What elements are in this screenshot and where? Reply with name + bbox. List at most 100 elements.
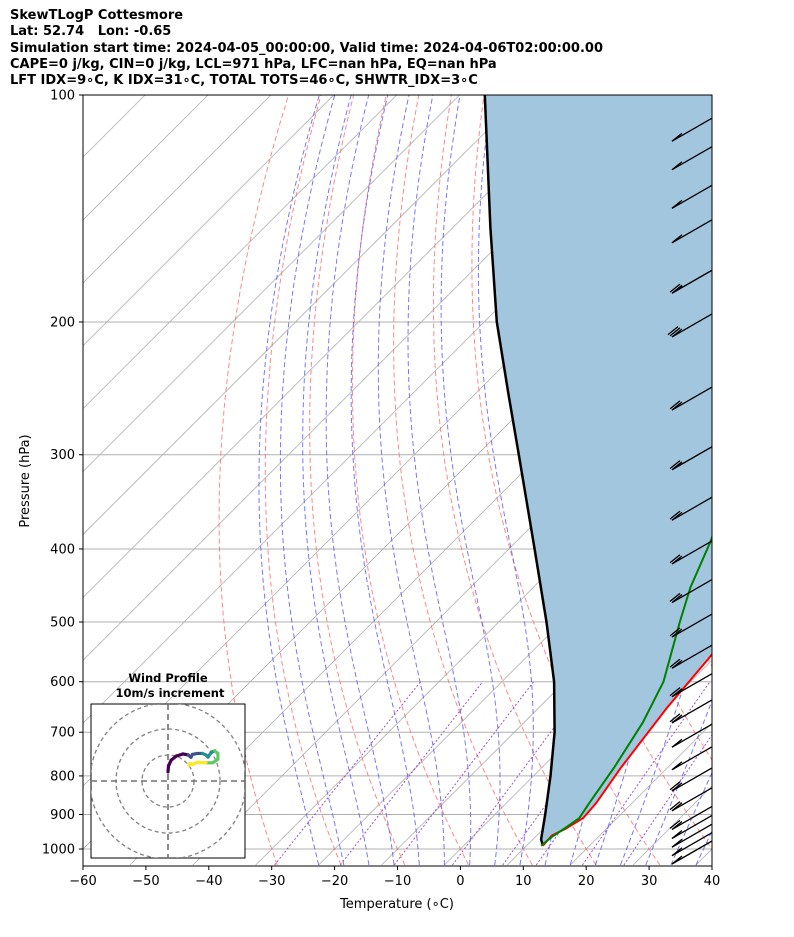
time-line: Simulation start time: 2024-04-05_00:00:… xyxy=(10,40,603,56)
hodograph-segment xyxy=(187,761,192,768)
wind-barb-flag xyxy=(671,328,683,338)
x-tick-label: −10 xyxy=(384,874,411,889)
y-tick-label: 100 xyxy=(50,89,75,104)
dry-adiabat xyxy=(711,95,712,102)
y-axis-label: Pressure (hPa) xyxy=(18,434,33,527)
wind-barb xyxy=(669,767,713,792)
wind-barb-shaft xyxy=(671,723,713,748)
moist-adiabat xyxy=(594,95,669,866)
wind-barb xyxy=(669,673,713,698)
x-tick-label: 10 xyxy=(515,874,532,889)
dry-adiabat xyxy=(264,95,342,866)
parcel-profile-line xyxy=(483,95,556,847)
x-tick-label: 0 xyxy=(456,874,464,889)
wind-barb-halfflag xyxy=(673,849,681,856)
wind-barb-halfflag xyxy=(675,285,683,292)
chart-data-layer xyxy=(483,95,712,847)
wind-barb-halfflag xyxy=(673,857,681,864)
y-tick-label: 600 xyxy=(50,675,75,690)
isotherm-line xyxy=(381,533,712,866)
y-tick-label: 700 xyxy=(50,726,75,741)
mixing-ratio-line xyxy=(581,681,711,866)
wind-barb xyxy=(669,644,713,669)
wind-barb-shaft xyxy=(671,219,713,244)
wind-barb-flag xyxy=(669,819,681,829)
wind-barb-flag xyxy=(669,713,681,723)
wind-barb-flag xyxy=(667,326,679,336)
wind-barb-halfflag xyxy=(673,763,681,770)
isotherm-line xyxy=(83,95,397,410)
wind-barb-shaft xyxy=(671,699,713,724)
y-tick-label: 800 xyxy=(50,769,75,784)
isotherm-line xyxy=(759,95,794,865)
isotherm-line xyxy=(83,95,586,598)
wind-barb-flag xyxy=(669,283,681,293)
wind-barb xyxy=(669,578,713,604)
x-tick-label: −20 xyxy=(321,874,348,889)
wind-barb-shaft xyxy=(671,787,713,812)
dry-adiabat xyxy=(432,95,597,866)
wind-barb-halfflag xyxy=(673,134,681,141)
wind-barb-shaft xyxy=(671,613,713,638)
wind-barb-flag xyxy=(671,820,683,831)
wind-barb xyxy=(669,805,713,831)
wind-barb xyxy=(671,723,713,748)
hodograph-title: Wind Profile xyxy=(128,671,208,685)
hodograph-inset: Wind Profile 10m/s increment xyxy=(90,671,246,859)
index-line: LFT IDX=9∘C, K IDX=31∘C, TOTAL TOTS=46∘C… xyxy=(10,73,478,89)
wind-barbs xyxy=(667,117,713,865)
wind-barb-flag xyxy=(671,714,683,724)
moist-adiabat xyxy=(721,95,794,865)
moist-adiabat xyxy=(377,95,445,865)
wind-barb xyxy=(669,787,713,812)
wind-barb-flag xyxy=(671,511,683,521)
moist-adiabat xyxy=(258,95,320,866)
wind-barb-flag xyxy=(671,688,683,698)
dewpoint-line xyxy=(540,534,712,847)
x-axis-label: Temperature (∘C) xyxy=(339,897,454,912)
wind-barb xyxy=(671,832,713,857)
wind-barb-flag xyxy=(669,801,681,811)
wind-barb xyxy=(671,146,713,171)
wind-barb-flag xyxy=(669,592,681,602)
wind-barb-shaft xyxy=(671,117,713,142)
mixing-ratio-line xyxy=(623,734,712,866)
wind-barb-flag xyxy=(669,781,681,791)
isotherm-line xyxy=(129,282,712,866)
chart-axes: −60 −50 −40 −30 −20 −10 0 10 20 30 40 1000 900 800 700… xyxy=(42,89,720,890)
wind-barb xyxy=(669,496,713,521)
wind-barb-flag xyxy=(671,802,683,812)
y-tick-label: 900 xyxy=(50,808,75,823)
isotherm-line xyxy=(83,95,460,473)
wind-barb xyxy=(671,823,713,848)
wind-barb-shaft xyxy=(671,840,713,865)
isotherm-line xyxy=(83,95,523,536)
wind-barb xyxy=(671,840,713,865)
wind-barb-flag xyxy=(671,659,683,669)
wind-barb-flag xyxy=(671,594,683,604)
wind-barb xyxy=(669,540,713,565)
mixing-ratio-line xyxy=(393,681,534,866)
wind-barb-halfflag xyxy=(673,831,681,838)
wind-barb-flag xyxy=(671,628,683,638)
y-tick-label: 500 xyxy=(50,616,75,631)
moist-adiabat xyxy=(325,95,395,866)
wind-barb-halfflag xyxy=(673,236,681,243)
wind-barb-flag xyxy=(671,555,683,565)
x-tick-label: 20 xyxy=(578,874,595,889)
wind-barb-flag xyxy=(671,161,683,171)
wind-barb-flag xyxy=(669,510,681,520)
wind-barb-flag xyxy=(669,687,681,697)
wind-barb-halfflag xyxy=(673,740,681,747)
y-tick-label: 200 xyxy=(50,315,75,330)
hodograph-subtitle: 10m/s increment xyxy=(116,686,225,700)
isotherm-line xyxy=(569,722,712,866)
cin-shaded-area xyxy=(484,95,712,846)
wind-barb-halfflag xyxy=(673,840,681,847)
wind-barb xyxy=(669,446,713,471)
dry-adiabat xyxy=(351,95,469,866)
wind-barb-shaft xyxy=(671,184,713,209)
wind-barb-halfflag xyxy=(675,461,683,468)
wind-barb xyxy=(669,269,713,294)
wind-barb-shaft xyxy=(671,814,713,840)
